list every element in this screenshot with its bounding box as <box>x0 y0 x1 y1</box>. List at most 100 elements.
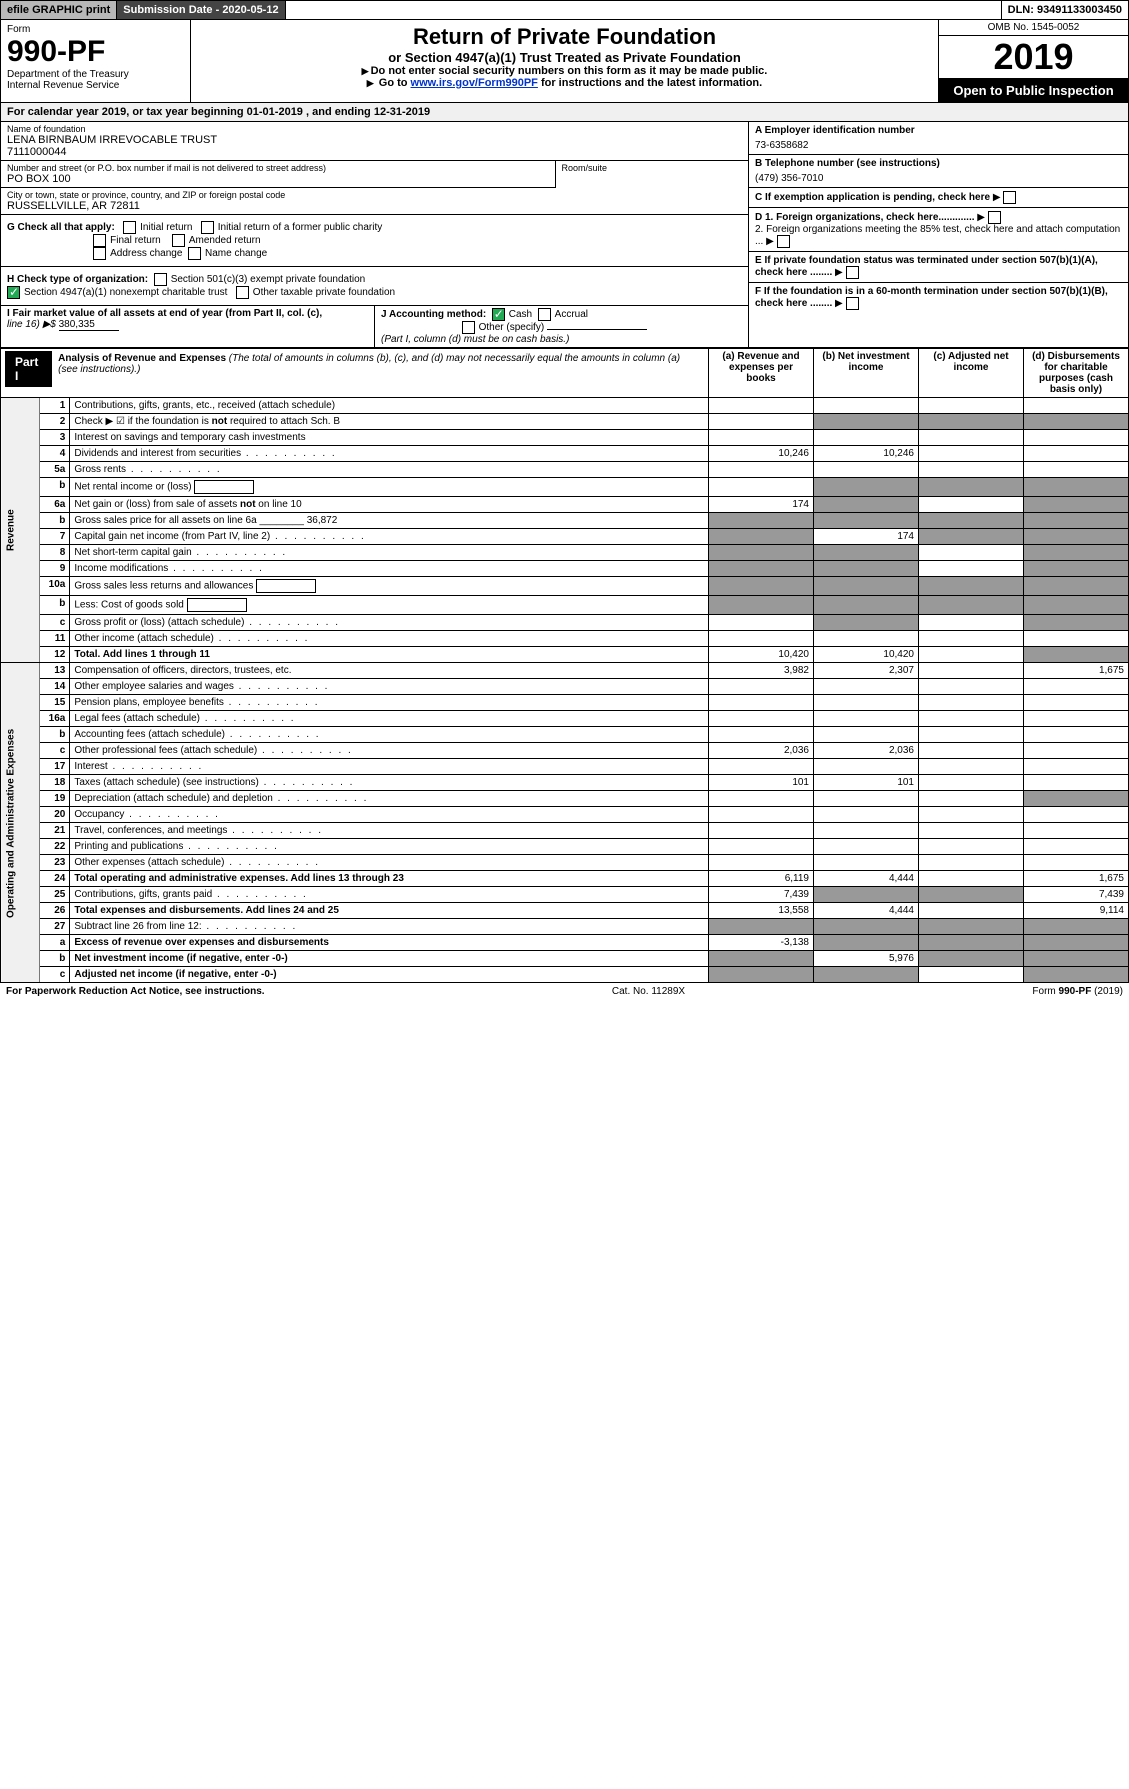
note-goto: Go to www.irs.gov/Form990PF for instruct… <box>195 77 934 89</box>
table-row: bNet rental income or (loss) <box>1 478 1129 497</box>
value-cell: 7,439 <box>1024 887 1129 903</box>
line-number: 27 <box>40 919 70 935</box>
value-cell <box>709 711 814 727</box>
table-row: bNet investment income (if negative, ent… <box>1 951 1129 967</box>
chk-amended[interactable] <box>172 234 185 247</box>
line-description: Total expenses and disbursements. Add li… <box>70 903 709 919</box>
chk-initial[interactable] <box>123 221 136 234</box>
value-cell <box>919 478 1024 497</box>
value-cell <box>1024 823 1129 839</box>
form-word: Form <box>7 24 184 35</box>
value-cell <box>814 561 919 577</box>
chk-e[interactable] <box>846 266 859 279</box>
table-row: 27Subtract line 26 from line 12: <box>1 919 1129 935</box>
line-description: Gross sales less returns and allowances <box>70 577 709 596</box>
table-row: 19Depreciation (attach schedule) and dep… <box>1 791 1129 807</box>
value-cell: 101 <box>709 775 814 791</box>
value-cell <box>814 430 919 446</box>
chk-initial-former[interactable] <box>201 221 214 234</box>
line-number: 8 <box>40 545 70 561</box>
note-ssn: Do not enter social security numbers on … <box>195 65 934 77</box>
tax-year: 2019 <box>939 36 1128 79</box>
value-cell <box>919 647 1024 663</box>
line-description: Net investment income (if negative, ente… <box>70 951 709 967</box>
line-description: Other expenses (attach schedule) <box>70 855 709 871</box>
line-number: 1 <box>40 398 70 414</box>
part1-tab: Part I <box>5 351 52 387</box>
chk-final[interactable] <box>93 234 106 247</box>
table-row: 22Printing and publications <box>1 839 1129 855</box>
value-cell <box>919 951 1024 967</box>
line-number: 3 <box>40 430 70 446</box>
table-row: cOther professional fees (attach schedul… <box>1 743 1129 759</box>
chk-other-method[interactable] <box>462 321 475 334</box>
dept-treasury: Department of the Treasury <box>7 69 184 80</box>
value-cell <box>919 561 1024 577</box>
value-cell <box>814 695 919 711</box>
line-number: 13 <box>40 663 70 679</box>
chk-f[interactable] <box>846 297 859 310</box>
value-cell <box>709 513 814 529</box>
j-note: (Part I, column (d) must be on cash basi… <box>381 334 569 345</box>
value-cell <box>1024 577 1129 596</box>
line-number: 21 <box>40 823 70 839</box>
value-cell: 9,114 <box>1024 903 1129 919</box>
chk-d2[interactable] <box>777 235 790 248</box>
value-cell <box>709 430 814 446</box>
phone-value: (479) 356-7010 <box>755 169 1122 184</box>
chk-d1[interactable] <box>988 211 1001 224</box>
form-title: Return of Private Foundation <box>195 24 934 50</box>
submission-date: Submission Date - 2020-05-12 <box>117 1 285 19</box>
chk-other-taxable[interactable] <box>236 286 249 299</box>
value-cell <box>814 727 919 743</box>
calendar-year-row: For calendar year 2019, or tax year begi… <box>0 103 1129 122</box>
chk-accrual[interactable] <box>538 308 551 321</box>
line-number: b <box>40 513 70 529</box>
chk-501c3[interactable] <box>154 273 167 286</box>
table-row: aExcess of revenue over expenses and dis… <box>1 935 1129 951</box>
value-cell: 6,119 <box>709 871 814 887</box>
line-description: Net short-term capital gain <box>70 545 709 561</box>
table-row: bAccounting fees (attach schedule) <box>1 727 1129 743</box>
value-cell <box>709 727 814 743</box>
line-number: 9 <box>40 561 70 577</box>
value-cell <box>1024 398 1129 414</box>
line-number: 20 <box>40 807 70 823</box>
line-number: 25 <box>40 887 70 903</box>
footer-right: Form 990-PF (2019) <box>1032 986 1123 997</box>
value-cell <box>709 631 814 647</box>
line-description: Contributions, gifts, grants paid <box>70 887 709 903</box>
table-row: Operating and Administrative Expenses13C… <box>1 663 1129 679</box>
value-cell <box>919 529 1024 545</box>
efile-label[interactable]: efile GRAPHIC print <box>1 1 117 19</box>
value-cell <box>814 497 919 513</box>
value-cell <box>709 967 814 983</box>
line-number: b <box>40 596 70 615</box>
chk-c[interactable] <box>1003 191 1016 204</box>
form-number: 990-PF <box>7 35 184 69</box>
value-cell <box>919 807 1024 823</box>
line-description: Check ▶ ☑ if the foundation is not requi… <box>70 414 709 430</box>
value-cell <box>814 462 919 478</box>
value-cell <box>814 615 919 631</box>
chk-cash[interactable] <box>492 308 505 321</box>
table-row: cGross profit or (loss) (attach schedule… <box>1 615 1129 631</box>
value-cell <box>814 791 919 807</box>
value-cell: 2,036 <box>709 743 814 759</box>
value-cell <box>709 545 814 561</box>
line-description: Depreciation (attach schedule) and deple… <box>70 791 709 807</box>
line-description: Legal fees (attach schedule) <box>70 711 709 727</box>
chk-4947a1[interactable] <box>7 286 20 299</box>
line-description: Capital gain net income (from Part IV, l… <box>70 529 709 545</box>
irs-link[interactable]: www.irs.gov/Form990PF <box>411 77 538 89</box>
chk-address[interactable] <box>93 247 106 260</box>
value-cell <box>919 935 1024 951</box>
chk-name-change[interactable] <box>188 247 201 260</box>
open-to-public: Open to Public Inspection <box>939 79 1128 102</box>
value-cell <box>1024 743 1129 759</box>
value-cell <box>919 967 1024 983</box>
value-cell <box>919 871 1024 887</box>
value-cell <box>709 807 814 823</box>
line-number: b <box>40 478 70 497</box>
value-cell <box>814 759 919 775</box>
